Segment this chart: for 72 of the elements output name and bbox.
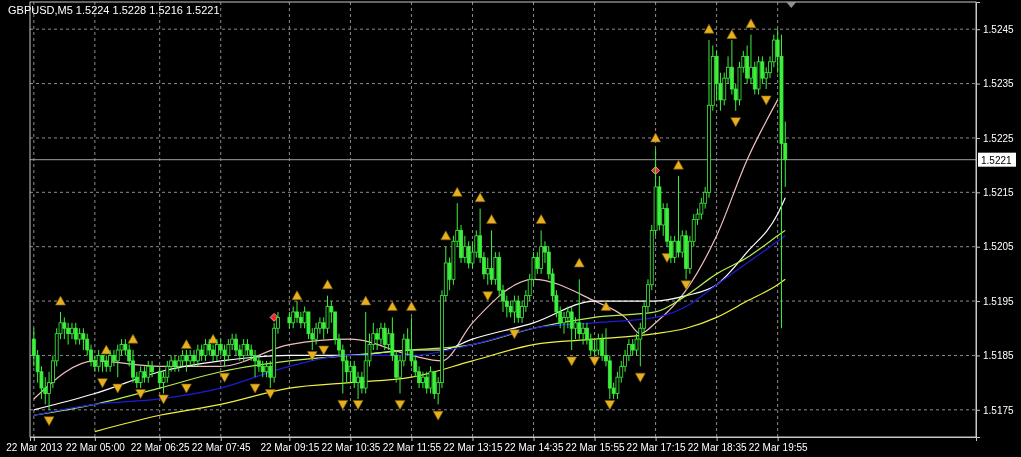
point xyxy=(680,280,692,291)
point xyxy=(265,389,276,399)
point xyxy=(337,400,349,410)
point xyxy=(269,313,279,322)
point xyxy=(43,416,55,426)
point xyxy=(318,345,330,356)
ref-line-label: 1.5221 xyxy=(981,154,1013,166)
point xyxy=(306,351,318,361)
point xyxy=(650,132,661,143)
y-tick-label: 1.5195 xyxy=(983,295,1015,307)
point xyxy=(127,333,139,344)
point xyxy=(406,301,417,311)
point xyxy=(730,117,741,127)
point xyxy=(291,290,303,300)
x-tick-label: 22 Mar 07:45 xyxy=(191,442,252,454)
point xyxy=(55,295,66,306)
point xyxy=(135,389,146,399)
point xyxy=(440,230,452,241)
point xyxy=(360,295,371,306)
point xyxy=(760,95,772,106)
point xyxy=(600,301,612,311)
point xyxy=(566,356,577,367)
point xyxy=(535,214,547,224)
point xyxy=(181,339,192,349)
line-series xyxy=(33,99,779,400)
point xyxy=(635,372,646,383)
y-tick-label: 1.5225 xyxy=(983,132,1015,144)
point xyxy=(482,291,494,301)
point xyxy=(673,159,684,170)
x-tick-label: 22 Mar 19:55 xyxy=(748,442,809,454)
point xyxy=(97,378,108,388)
point xyxy=(486,214,497,224)
point xyxy=(352,400,364,410)
x-tick-label: 22 Mar 14:35 xyxy=(504,442,564,454)
point xyxy=(249,383,261,394)
point xyxy=(474,192,486,203)
point xyxy=(112,383,124,394)
y-tick-label: 1.5205 xyxy=(983,241,1015,253)
point xyxy=(604,400,616,410)
x-tick-label: 22 Mar 2013 xyxy=(6,442,63,454)
point xyxy=(573,257,585,268)
point xyxy=(726,29,738,39)
point xyxy=(509,329,520,339)
point xyxy=(432,410,444,421)
x-tick-label: 22 Mar 06:25 xyxy=(130,442,191,454)
y-tick-label: 1.5175 xyxy=(983,404,1015,416)
x-tick-label: 22 Mar 18:35 xyxy=(687,442,748,454)
point xyxy=(703,23,715,34)
point xyxy=(394,400,406,410)
point xyxy=(589,356,600,367)
point xyxy=(100,344,112,355)
x-tick-label: 22 Mar 11:55 xyxy=(382,442,442,454)
chart-title: GBPUSD,M5 1.5224 1.5228 1.5216 1.5221 xyxy=(8,4,220,16)
y-tick-label: 1.5235 xyxy=(983,78,1015,90)
x-tick-label: 22 Mar 17:15 xyxy=(626,442,686,454)
x-tick-label: 22 Mar 15:55 xyxy=(565,442,625,454)
line-series xyxy=(94,278,786,433)
y-tick-label: 1.5185 xyxy=(983,350,1015,362)
point xyxy=(322,279,333,290)
x-tick-label: 22 Mar 10:35 xyxy=(321,442,381,454)
point xyxy=(745,18,757,29)
y-tick-label: 1.5215 xyxy=(983,187,1015,199)
point xyxy=(219,372,230,383)
point xyxy=(181,383,192,394)
x-tick-label: 22 Mar 09:15 xyxy=(260,442,320,454)
x-tick-label: 22 Mar 05:00 xyxy=(65,442,126,454)
line-series xyxy=(33,197,786,411)
point xyxy=(158,394,169,405)
y-tick-label: 1.5245 xyxy=(983,23,1015,35)
point xyxy=(451,187,463,197)
point xyxy=(387,301,398,311)
x-tick-label: 22 Mar 13:15 xyxy=(443,442,503,454)
